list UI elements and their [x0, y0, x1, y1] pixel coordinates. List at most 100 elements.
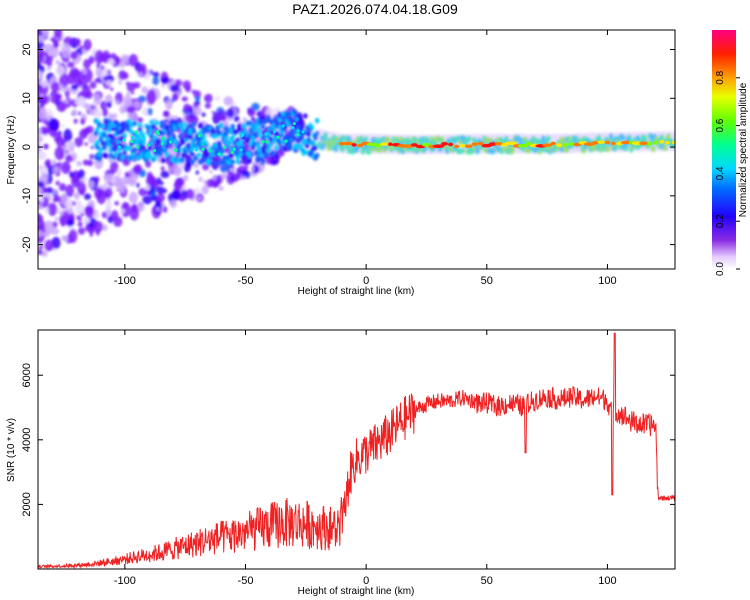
spectrogram-noise-blob — [144, 184, 151, 192]
spectrogram-noise-blob — [251, 116, 255, 122]
spectrogram-halo — [331, 131, 335, 152]
spectrogram-halo — [316, 129, 320, 149]
spectrogram-cell — [103, 153, 109, 159]
spectrogram-cell — [186, 143, 192, 149]
spectrogram-noise-blob — [54, 217, 59, 222]
spectrogram-cell — [218, 122, 224, 129]
spectrogram-noise-blob — [39, 79, 48, 88]
spectrogram-cell — [223, 126, 229, 132]
spectrogram-noise-blob — [102, 76, 106, 82]
spectrogram-cell — [257, 119, 262, 125]
spectrogram-noise-blob — [35, 21, 44, 29]
spectrogram-noise-blob — [218, 185, 224, 191]
spectrogram-noise-blob — [117, 66, 121, 70]
spectrogram-cell — [95, 126, 100, 132]
spectrogram-y-tick-label: -10 — [21, 188, 33, 204]
spectrogram-halo — [664, 131, 668, 152]
spectrogram-cell — [108, 153, 114, 159]
spectrogram-cell — [154, 150, 159, 156]
spectrogram-cell — [222, 155, 227, 161]
spectrogram-noise-blob — [75, 38, 81, 46]
spectrogram-bright-dot — [117, 145, 122, 149]
spectrogram-noise-blob — [242, 117, 247, 124]
spectrogram-noise-blob — [107, 58, 116, 65]
spectrogram-cell — [210, 155, 215, 161]
spectrogram-cell — [198, 159, 203, 165]
spectrogram-cell — [252, 141, 257, 147]
spectrogram-x-tick-label: 50 — [481, 275, 493, 287]
spectrogram-cell — [203, 140, 208, 146]
spectrogram-bright-dot — [281, 124, 285, 128]
spectrogram-noise-blob — [221, 173, 227, 180]
spectrogram-bright-dot — [134, 130, 138, 134]
spectrogram-cell — [220, 148, 225, 154]
spectrogram-cell — [249, 127, 254, 133]
spectrogram-noise-blob — [183, 161, 191, 173]
spectrogram-cell — [189, 159, 195, 165]
spectrogram-noise-blob — [44, 239, 54, 252]
spectrogram-noise-blob — [212, 174, 217, 181]
spectrogram-cell — [137, 122, 143, 128]
spectrogram-noise-blob — [44, 159, 52, 169]
spectrogram-cell — [120, 154, 126, 160]
spectrogram-noise-blob — [82, 159, 89, 166]
snr-x-label: Height of straight line (km) — [298, 586, 415, 597]
spectrogram-noise-blob — [110, 87, 114, 92]
spectrogram-bright-dot — [130, 139, 134, 144]
colorbar-tick-label: 0.4 — [715, 166, 726, 180]
spectrogram-cell — [173, 138, 178, 145]
spectrogram-cell — [115, 121, 121, 127]
spectrogram-cell — [179, 126, 185, 132]
spectrogram-halo — [326, 130, 330, 151]
spectrogram-cell — [188, 127, 193, 133]
spectrogram-noise-blob — [160, 181, 164, 186]
spectrogram-cell — [306, 131, 311, 137]
spectrogram-noise-blob — [79, 96, 86, 106]
spectrogram-noise-blob — [190, 115, 199, 125]
spectrogram-cell — [230, 123, 235, 129]
spectrogram-cell — [159, 120, 164, 126]
spectrogram-core — [477, 141, 484, 146]
spectrogram-noise-blob — [206, 179, 214, 188]
snr-x-ticks: -100 -50 0 50 100 — [114, 330, 617, 587]
spectrogram-cell — [178, 133, 183, 139]
spectrogram-bright-dot — [296, 129, 300, 133]
spectrogram-noise-blob — [38, 35, 46, 43]
spectrogram-noise-blob — [167, 166, 173, 173]
spectrogram-halo — [616, 132, 620, 152]
spectrogram-cell — [306, 136, 311, 143]
spectrogram-noise-blob — [43, 43, 54, 53]
spectrogram-noise-blob — [38, 218, 43, 224]
spectrogram-noise-blob — [55, 180, 60, 186]
spectrogram-cell — [198, 129, 203, 135]
spectrogram-cell — [235, 158, 240, 165]
spectrogram-noise-blob — [65, 140, 76, 150]
spectrogram-cell — [164, 152, 170, 158]
spectrogram-halo — [541, 133, 545, 154]
spectrogram-noise-blob — [59, 183, 67, 192]
spectrogram-cell — [191, 128, 197, 134]
colorbar-tick-label: 0.0 — [715, 262, 726, 276]
spectrogram-cell — [149, 134, 154, 140]
spectrogram-noise-blob — [233, 115, 240, 122]
spectrogram-noise-blob — [65, 154, 73, 163]
spectrogram-noise-blob — [133, 100, 141, 109]
spectrogram-noise-blob — [118, 70, 127, 80]
spectrogram-noise-blob — [126, 91, 131, 96]
spectrogram-noise-blob — [123, 94, 133, 110]
spectrogram-noise-blob — [87, 180, 95, 189]
spectrogram-halo — [657, 131, 661, 152]
spectrogram-halo — [645, 131, 649, 152]
spectrogram-halo — [454, 134, 458, 154]
spectrogram-bright-dot — [284, 139, 288, 143]
spectrogram-cell — [100, 123, 105, 129]
spectrogram-halo — [464, 134, 468, 154]
spectrogram-noise-blob — [38, 127, 42, 135]
spectrogram-cell — [98, 147, 104, 153]
spectrogram-cell — [132, 120, 137, 126]
spectrogram-cell — [227, 141, 232, 147]
spectrogram-cell — [97, 122, 102, 128]
spectrogram-noise-blob — [38, 244, 43, 250]
